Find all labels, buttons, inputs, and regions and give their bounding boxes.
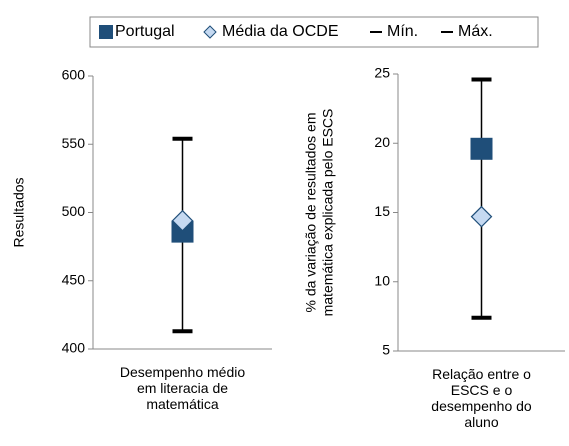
legend-label: Portugal	[115, 23, 175, 40]
portugal-marker	[470, 137, 493, 160]
legend-label: Média da OCDE	[222, 23, 339, 40]
y-tick-label: 5	[382, 342, 390, 358]
y-tick-label: 25	[374, 65, 390, 81]
y-axis-label: % da variação de resultados em	[303, 113, 319, 313]
legend-label: Máx.	[458, 23, 493, 40]
legend-label: Mín.	[387, 23, 418, 40]
y-tick-label: 500	[62, 203, 86, 219]
legend-swatch	[203, 25, 217, 39]
y-axis-label: Resultados	[11, 177, 27, 247]
y-tick-label: 15	[374, 203, 390, 219]
y-tick-label: 450	[62, 271, 86, 287]
portugal-marker	[171, 220, 194, 243]
y-axis-label: matemática explicada pelo ESCS	[320, 109, 336, 317]
oecd-marker	[171, 209, 194, 232]
y-tick-label: 20	[374, 134, 390, 150]
y-tick-label: 10	[374, 272, 390, 288]
legend-box	[89, 16, 539, 48]
oecd-marker	[470, 205, 493, 228]
y-tick-label: 400	[62, 340, 86, 356]
x-tick-label: Relação entre o ESCS e o desempenho do alun…	[431, 366, 532, 430]
x-tick-label: Desempenho médio em literacia de matemátic…	[120, 364, 246, 412]
y-tick-label: 600	[62, 67, 86, 83]
legend-swatch	[99, 25, 113, 39]
y-tick-label: 550	[62, 135, 86, 151]
